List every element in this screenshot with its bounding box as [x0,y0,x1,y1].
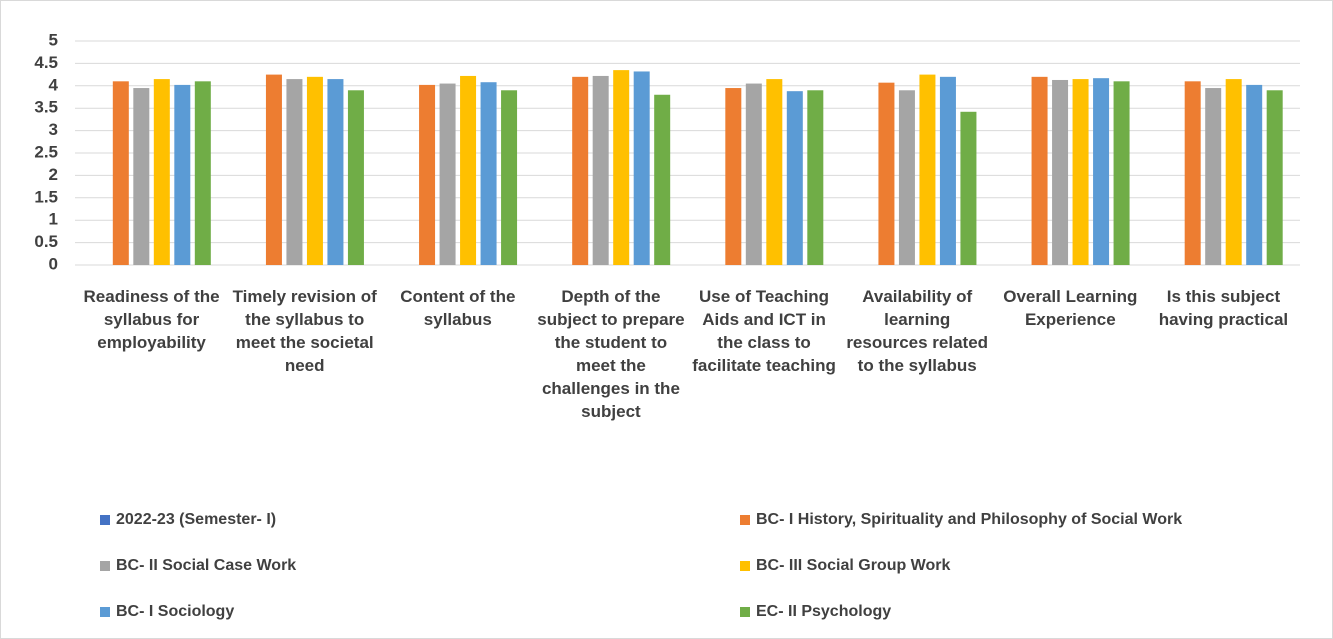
legend-label: BC- III Social Group Work [756,557,951,574]
bar [807,90,824,265]
bar [878,82,895,265]
bar [501,90,518,265]
bar [1093,78,1110,266]
legend-entry: 2022-23 (Semester- I) [100,511,276,529]
bar [133,88,150,265]
bar [153,79,170,265]
y-tick-label: 0.5 [34,232,58,251]
bar [1031,76,1048,265]
legend-entry: BC- II Social Case Work [100,557,296,575]
bar [725,88,742,265]
bar [1184,81,1201,265]
legend-label: BC- I History, Spirituality and Philosop… [756,511,1183,528]
x-tick-label: Content of the syllabus [400,287,516,329]
legend-swatch [740,561,750,571]
bar [347,90,364,265]
legend-swatch [740,607,750,617]
bar [1072,79,1089,265]
bar [112,81,129,265]
legend-entry: EC- II Psychology [740,603,891,621]
y-tick-label: 1 [49,210,58,229]
bar [265,74,282,265]
y-tick-label: 0 [49,254,58,273]
legend-entry: BC- I Sociology [100,603,234,621]
legend-entry: BC- III Social Group Work [740,557,950,575]
bar [919,74,936,265]
bar [286,79,303,265]
x-tick-label: Timely revision of the syllabus to meet … [232,287,377,375]
bar [1052,79,1069,265]
legend-label: EC- II Psychology [756,603,892,620]
x-tick-label: Use of Teaching Aids and ICT in the clas… [692,287,836,375]
bar [592,75,609,265]
bar [194,81,211,265]
bar [1266,90,1283,265]
bar [745,83,762,265]
bar [654,94,671,265]
y-tick-label: 1.5 [34,187,58,206]
bar [613,70,630,266]
bar [572,76,589,265]
x-tick-label: Is this subject having practical [1158,287,1289,329]
bar [439,83,456,265]
y-tick-label: 4.5 [34,53,58,72]
bar [939,76,956,265]
legend-label: BC- II Social Case Work [116,557,297,574]
x-tick-label: Overall Learning Experience [1003,287,1138,329]
y-tick-label: 5 [49,30,58,49]
legend-label: BC- I Sociology [116,603,235,620]
legend-swatch [100,561,110,571]
bar [419,84,436,266]
bar [898,90,915,265]
y-tick-label: 2.5 [34,142,58,161]
bar [1205,88,1222,265]
legend-swatch [100,515,110,525]
y-tick-label: 3.5 [34,98,58,117]
y-tick-label: 4 [49,75,59,94]
x-tick-label: Availability of learning resources relat… [846,287,989,375]
bar [306,76,323,265]
y-tick-label: 2 [49,165,58,184]
x-tick-label: Readiness of the syllabus for employabil… [83,287,220,352]
bar [1246,84,1263,266]
x-tick-label: Depth of the subject to prepare the stud… [537,287,685,421]
legend-swatch [100,607,110,617]
bar [460,75,477,265]
bar [327,79,344,265]
legend-entry: BC- I History, Spirituality and Philosop… [740,511,1182,529]
y-tick-label: 3 [49,120,58,139]
legend-swatch [740,515,750,525]
bar [633,71,650,266]
bar [174,84,191,266]
legend-label: 2022-23 (Semester- I) [116,511,277,528]
bar [480,82,497,265]
bar [766,79,783,265]
bar [1113,81,1130,265]
bar [1225,79,1242,265]
bar [786,91,803,266]
bar [960,111,977,265]
